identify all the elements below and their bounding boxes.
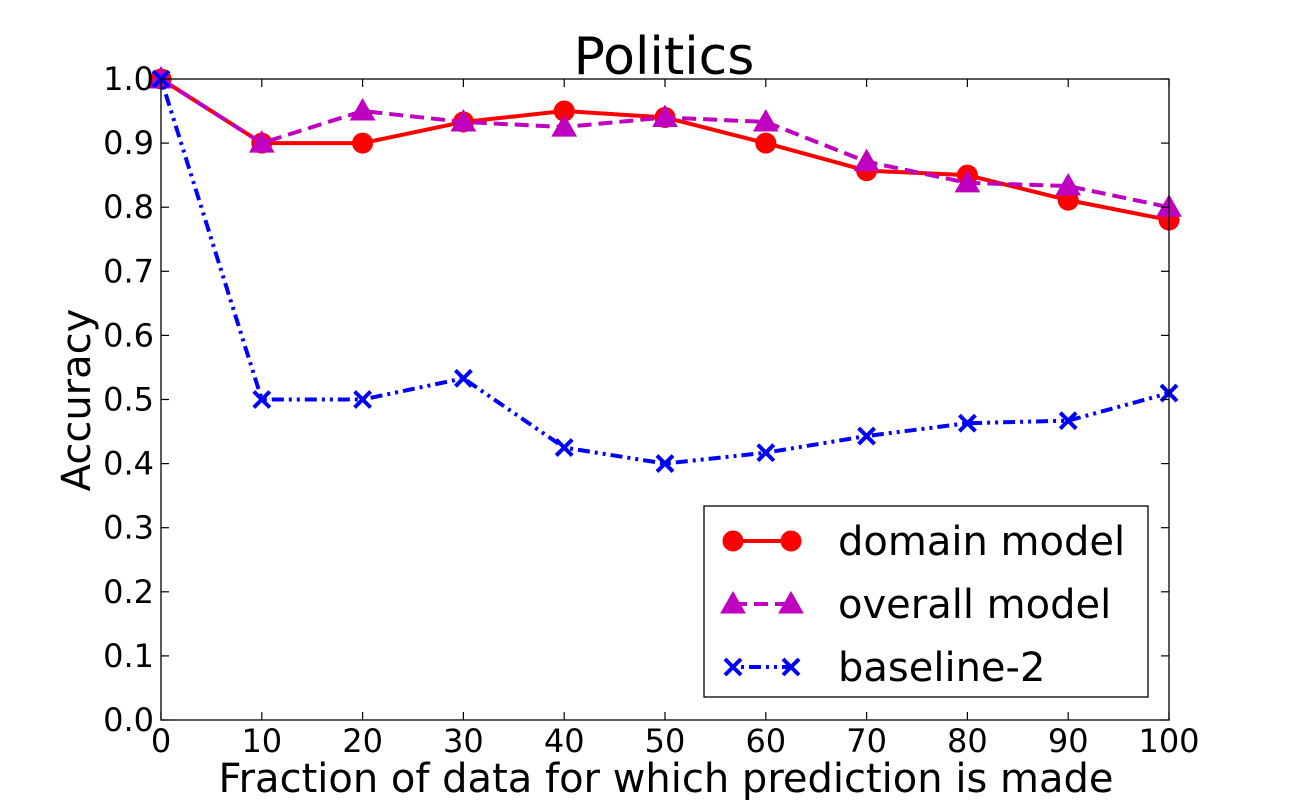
- x-tick-label: 50: [645, 722, 686, 760]
- series-2-point: [248, 130, 275, 153]
- y-tick-label: 0.4: [103, 445, 154, 483]
- series-2-point: [652, 104, 678, 127]
- series-2-point: [954, 169, 981, 193]
- series-3-point: [353, 390, 373, 409]
- series-1-point: [755, 132, 777, 154]
- series-2-point: [551, 114, 578, 137]
- legend-label: baseline-2: [838, 645, 1045, 691]
- legend-swatch-marker: [720, 590, 746, 614]
- y-tick-label: 0.3: [103, 509, 154, 547]
- x-tick-label: 0: [151, 722, 171, 760]
- x-tick-label: 40: [544, 722, 585, 760]
- y-tick-label: 1.0: [103, 60, 154, 98]
- y-tick-label: 0.6: [103, 316, 154, 354]
- series-3-point: [957, 413, 977, 433]
- legend-label: overall model: [838, 582, 1111, 628]
- series-2-point: [853, 148, 880, 172]
- x-tick-label: 100: [1138, 722, 1199, 760]
- y-tick-label: 0.7: [103, 252, 154, 290]
- y-tick-label: 0.5: [103, 381, 154, 419]
- legend-swatch-marker: [722, 530, 744, 552]
- legend-entry-1: domain model: [722, 519, 1125, 565]
- series-1-point: [352, 132, 374, 154]
- series-layer: [148, 65, 1182, 474]
- y-tick-label: 0.9: [103, 124, 154, 162]
- legend-swatch-marker: [781, 657, 801, 677]
- chart-title: Politics: [574, 27, 755, 87]
- series-3-point: [252, 390, 272, 409]
- y-tick-label: 0.1: [103, 637, 154, 675]
- legend-entry-3: baseline-2: [723, 645, 1045, 691]
- series-3-point: [857, 426, 877, 446]
- x-tick-label: 70: [846, 722, 887, 760]
- y-axis-ticks: 0.0 0.1 0.2 0.3 0.4 0.5 0.6 0.7 0.8 0.9 1.0: [103, 60, 1169, 739]
- x-tick-label: 60: [745, 722, 786, 760]
- y-tick-label: 0.8: [103, 188, 154, 226]
- legend-swatch-marker: [780, 530, 802, 552]
- x-tick-label: 20: [342, 722, 383, 760]
- x-tick-label: 90: [1048, 722, 1089, 760]
- series-3-point: [554, 438, 574, 457]
- series-3-point: [756, 443, 776, 463]
- series-2-point: [450, 108, 477, 132]
- x-tick-label: 30: [443, 722, 484, 760]
- legend-entry-2: overall model: [720, 582, 1111, 628]
- x-tick-label: 80: [947, 722, 988, 760]
- series-2-point: [752, 108, 779, 132]
- legend-swatch-marker: [778, 590, 804, 614]
- series-2-point: [349, 98, 376, 121]
- x-tick-label: 10: [241, 722, 282, 760]
- series-3-point: [1058, 411, 1078, 431]
- y-tick-label: 0.0: [103, 701, 154, 739]
- y-tick-label: 0.2: [103, 573, 154, 611]
- x-axis-label: Fraction of data for which prediction is…: [219, 756, 1114, 800]
- series-3-point: [655, 454, 675, 474]
- legend-frame: [703, 505, 1149, 698]
- x-axis-ticks: 0 10 20 30 40 50 60 70 80 90 100: [151, 79, 1200, 760]
- y-axis-label: Accuracy: [54, 309, 100, 492]
- legend: domain model overall model baseline-2: [703, 505, 1149, 698]
- legend-label: domain model: [838, 519, 1125, 565]
- series-3-point: [453, 368, 473, 388]
- legend-swatch-marker: [723, 657, 743, 677]
- series-2-point: [1055, 173, 1082, 196]
